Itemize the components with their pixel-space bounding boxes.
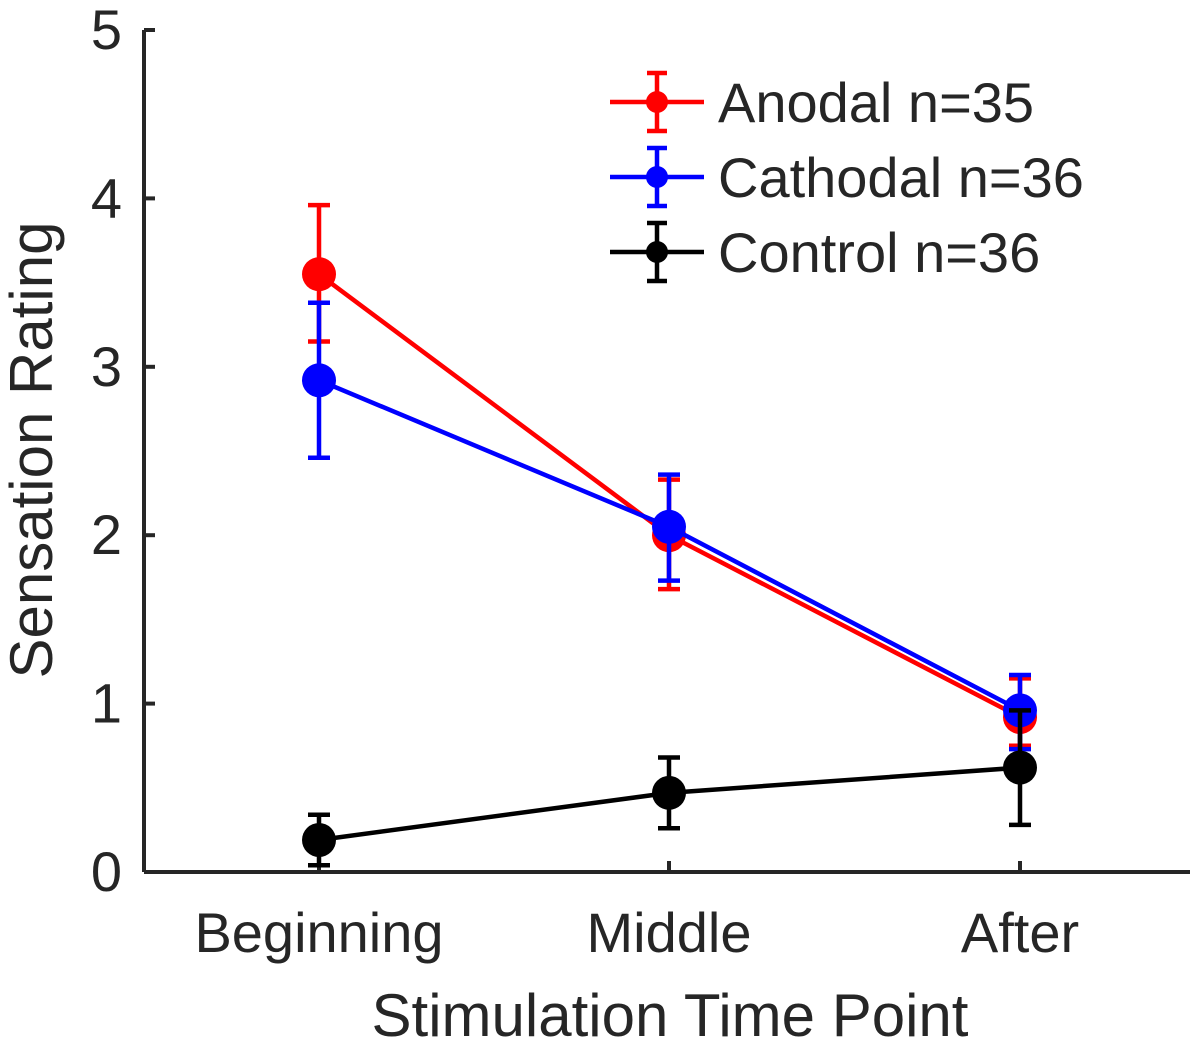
- data-point: [302, 823, 336, 858]
- data-point: [652, 775, 686, 810]
- legend: Anodal n=35 Cathodal n=36 Control n=36: [610, 70, 1084, 284]
- y-tick-label: 4: [91, 166, 122, 229]
- y-tick-label: 5: [91, 0, 122, 61]
- data-point: [302, 257, 336, 292]
- legend-marker: [646, 91, 668, 113]
- series-1: [302, 300, 1037, 752]
- legend-entry-1: Cathodal n=36: [610, 145, 1084, 209]
- legend-label: Control n=36: [718, 221, 1040, 284]
- series-layer: [302, 202, 1037, 868]
- axes: 0 1 2 3 4 5 Beginning Middle After: [91, 0, 1190, 964]
- data-point: [1003, 750, 1037, 785]
- legend-label: Cathodal n=36: [718, 146, 1084, 209]
- legend-marker: [646, 166, 668, 188]
- y-tick-label: 0: [91, 840, 122, 903]
- data-point: [302, 363, 336, 398]
- x-tick-label: After: [961, 901, 1079, 964]
- data-point: [652, 509, 686, 544]
- y-tick-label: 2: [91, 503, 122, 566]
- x-axis-title: Stimulation Time Point: [372, 982, 969, 1043]
- y-tick-label: 3: [91, 335, 122, 398]
- series-2: [302, 708, 1037, 868]
- y-tick-label: 1: [91, 672, 122, 735]
- legend-entry-0: Anodal n=35: [610, 70, 1034, 134]
- y-axis-title: Sensation Rating: [0, 222, 65, 679]
- x-tick-label: Middle: [587, 901, 752, 964]
- legend-marker: [646, 241, 668, 263]
- x-tick-label: Beginning: [194, 901, 443, 964]
- legend-label: Anodal n=35: [718, 71, 1034, 134]
- legend-entry-2: Control n=36: [610, 220, 1040, 284]
